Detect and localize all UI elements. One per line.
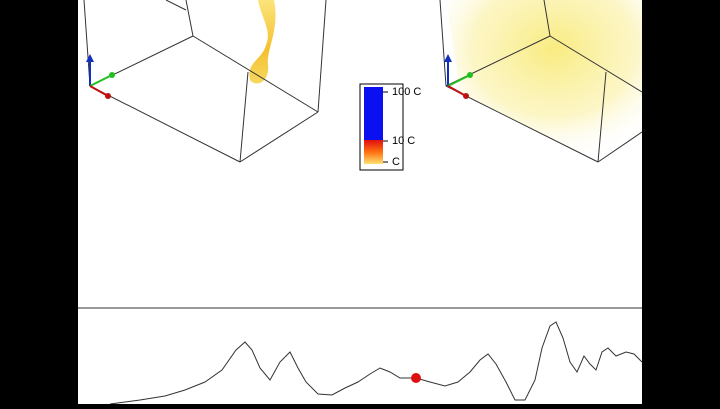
cube-edge xyxy=(597,131,643,163)
haze xyxy=(446,0,642,162)
cube-edge xyxy=(317,0,327,113)
flame xyxy=(249,0,276,84)
cube-edge xyxy=(445,85,599,163)
cube-edge xyxy=(239,111,319,163)
cube-edge xyxy=(543,0,551,37)
colorbar-label: 100 C xyxy=(392,86,421,98)
colorbar-label: C xyxy=(392,156,400,168)
cube-edge xyxy=(185,0,194,37)
cube-edge xyxy=(597,71,607,163)
right-volume xyxy=(439,0,643,163)
cube-edge xyxy=(165,0,187,11)
left-volume xyxy=(83,0,327,163)
cube-edge xyxy=(239,71,249,163)
cube-edge xyxy=(192,35,319,113)
cube-edge xyxy=(549,35,643,93)
colorbar: 100 C 10 C C xyxy=(359,83,421,171)
right-axes xyxy=(444,54,473,99)
colorbar-blue xyxy=(364,87,383,140)
cube-edge xyxy=(439,0,447,87)
left-axes xyxy=(86,54,115,99)
playhead-marker xyxy=(411,373,421,383)
colorbar-label: 10 C xyxy=(392,135,415,147)
signal-trace xyxy=(109,321,643,405)
cube-edge xyxy=(89,85,241,163)
colorbar-heat xyxy=(364,140,383,164)
